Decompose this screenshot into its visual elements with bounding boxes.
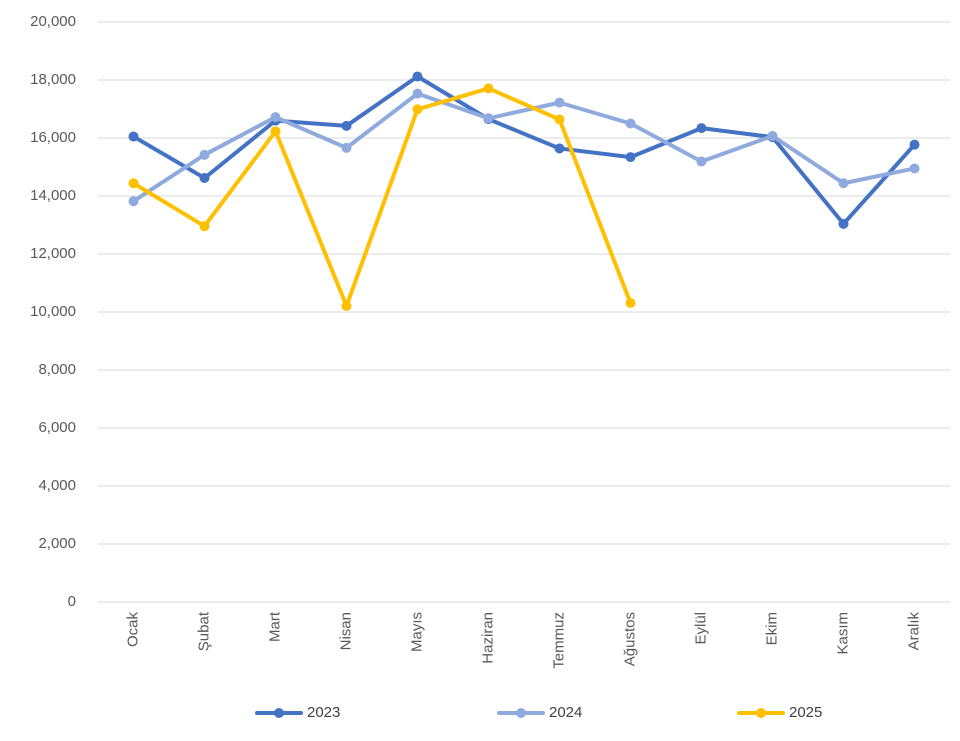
legend-marker [756, 708, 766, 718]
gridlines [98, 21, 950, 603]
y-tick-label: 4,000 [38, 477, 76, 494]
data-point [909, 139, 920, 150]
x-tick-label: Haziran [479, 612, 496, 664]
data-point [767, 130, 778, 141]
x-tick-label: Mayıs [408, 612, 425, 652]
y-axis-ticks: 0 2,000 4,000 6,000 8,000 10,000 12,000 14,000 1… [30, 13, 76, 610]
data-point [270, 126, 281, 137]
data-point [270, 112, 281, 123]
y-tick-label: 2,000 [38, 535, 76, 552]
y-tick-label: 18,000 [30, 71, 76, 88]
data-point [128, 196, 139, 207]
legend-item-2025: 2025 [737, 704, 822, 721]
x-tick-label: Mart [266, 611, 283, 642]
data-point [838, 218, 849, 229]
series-line [131, 86, 633, 308]
legend-marker [274, 708, 284, 718]
legend-label: 2023 [307, 704, 340, 721]
x-tick-label: Kasım [834, 612, 851, 655]
data-point [341, 142, 352, 153]
data-point [199, 173, 210, 184]
data-point [909, 163, 920, 174]
data-point [483, 113, 494, 124]
data-point [554, 143, 565, 154]
series-line [131, 74, 917, 226]
x-tick-label: Şubat [195, 611, 212, 651]
data-point [341, 120, 352, 131]
data-point [838, 178, 849, 189]
data-point [625, 118, 636, 129]
data-point [128, 131, 139, 142]
data-point [412, 88, 423, 99]
series-2024 [128, 88, 920, 207]
x-axis-ticks: Ocak Şubat Mart Nisan Mayıs Haziran Temmuz Ağus… [124, 611, 922, 669]
x-tick-label: Eylül [692, 612, 709, 645]
x-tick-label: Aralık [905, 612, 922, 651]
y-tick-label: 16,000 [30, 129, 76, 146]
legend-label: 2024 [549, 704, 582, 721]
y-tick-label: 8,000 [38, 361, 76, 378]
x-tick-label: Ocak [124, 612, 141, 648]
y-tick-label: 12,000 [30, 245, 76, 262]
data-point [696, 123, 707, 134]
legend-label: 2025 [789, 704, 822, 721]
y-tick-label: 0 [68, 593, 76, 610]
y-tick-label: 14,000 [30, 187, 76, 204]
series-2025 [128, 83, 636, 311]
data-point [341, 300, 352, 311]
data-point [412, 104, 423, 115]
y-tick-label: 6,000 [38, 419, 76, 436]
series-lines [128, 71, 920, 311]
data-point [696, 156, 707, 167]
data-point [554, 97, 565, 108]
x-tick-label: Ekim [763, 612, 780, 645]
data-point [128, 178, 139, 189]
data-point [483, 83, 494, 94]
x-tick-label: Ağustos [621, 612, 638, 666]
legend-marker [516, 708, 526, 718]
x-tick-label: Temmuz [550, 612, 567, 669]
data-point [625, 152, 636, 163]
data-point [199, 149, 210, 160]
data-point [412, 71, 423, 82]
y-tick-label: 10,000 [30, 303, 76, 320]
data-point [625, 298, 636, 309]
legend-item-2024: 2024 [497, 704, 582, 721]
legend: 2023 2024 2025 [255, 704, 822, 721]
series-2023 [128, 71, 920, 229]
y-tick-label: 20,000 [30, 13, 76, 30]
legend-item-2023: 2023 [255, 704, 340, 721]
x-tick-label: Nisan [337, 612, 354, 650]
data-point [554, 114, 565, 125]
data-point [199, 221, 210, 232]
series-line [131, 91, 917, 204]
